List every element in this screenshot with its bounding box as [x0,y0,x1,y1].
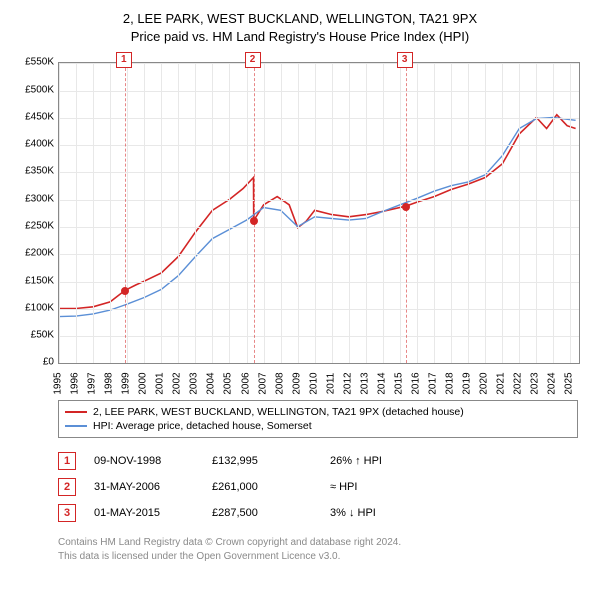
x-axis-label: 1998 [104,373,115,395]
chart: £0 £50K £100K £150K £200K £250K £300K £350K £400… [12,52,588,392]
event-marker-3: 3 [397,52,413,68]
y-axis-label: £200K [10,248,54,259]
event-marker-1: 1 [116,52,132,68]
events-table: 1 09-NOV-1998 £132,995 26% ↑ HPI 2 31-MAY-200… [58,448,578,526]
x-axis-label: 2017 [428,373,439,395]
chart-lines [59,63,579,363]
x-axis-label: 2008 [274,373,285,395]
y-axis-label: £150K [10,275,54,286]
x-axis-label: 2000 [138,373,149,395]
event-date: 09-NOV-1998 [94,455,194,467]
x-axis-label: 2016 [411,373,422,395]
y-axis-label: £450K [10,111,54,122]
event-date: 31-MAY-2006 [94,481,194,493]
event-rel: 26% ↑ HPI [330,455,430,467]
title-line1: 2, LEE PARK, WEST BUCKLAND, WELLINGTON, … [12,10,588,28]
series-hpi [59,118,576,317]
legend: 2, LEE PARK, WEST BUCKLAND, WELLINGTON, … [58,400,578,438]
event-rel: 3% ↓ HPI [330,507,430,519]
event-price: £132,995 [212,455,312,467]
x-axis-label: 2020 [479,373,490,395]
legend-row-hpi: HPI: Average price, detached house, Some… [65,419,571,433]
x-axis-label: 2023 [530,373,541,395]
x-axis-label: 2005 [223,373,234,395]
x-axis-label: 2001 [155,373,166,395]
x-axis-label: 2010 [308,373,319,395]
event-price: £261,000 [212,481,312,493]
x-axis-label: 1997 [87,373,98,395]
y-axis-label: £400K [10,139,54,150]
x-axis-label: 2015 [393,373,404,395]
x-axis-label: 2019 [462,373,473,395]
x-axis-label: 2011 [325,373,336,395]
y-axis-label: £250K [10,221,54,232]
x-axis-label: 1999 [121,373,132,395]
event-price: £287,500 [212,507,312,519]
x-axis-label: 2022 [513,373,524,395]
y-axis-label: £100K [10,302,54,313]
x-axis-label: 2018 [445,373,456,395]
legend-swatch-hpi [65,425,87,427]
x-axis-label: 1995 [53,373,64,395]
x-axis-label: 2004 [206,373,217,395]
y-axis-label: £50K [10,330,54,341]
x-axis-label: 2003 [189,373,200,395]
x-axis-label: 2014 [376,373,387,395]
y-axis-label: £350K [10,166,54,177]
event-date: 01-MAY-2015 [94,507,194,519]
x-axis-label: 1996 [70,373,81,395]
legend-row-price: 2, LEE PARK, WEST BUCKLAND, WELLINGTON, … [65,405,571,419]
y-axis-label: £0 [10,357,54,368]
x-axis-label: 2024 [547,373,558,395]
x-axis-label: 2007 [257,373,268,395]
event-row: 2 31-MAY-2006 £261,000 ≈ HPI [58,474,578,500]
title-line2: Price paid vs. HM Land Registry's House … [12,28,588,46]
chart-title: 2, LEE PARK, WEST BUCKLAND, WELLINGTON, … [12,10,588,46]
x-axis-label: 2002 [172,373,183,395]
event-rel: ≈ HPI [330,481,430,493]
event-point-2 [250,217,258,225]
x-axis-label: 2006 [240,373,251,395]
event-num: 3 [58,504,76,522]
plot-area [58,62,580,364]
footer-line2: This data is licensed under the Open Gov… [58,550,578,564]
x-axis-label: 2012 [342,373,353,395]
footer-line1: Contains HM Land Registry data © Crown c… [58,536,578,550]
y-axis-label: £300K [10,193,54,204]
legend-label-price: 2, LEE PARK, WEST BUCKLAND, WELLINGTON, … [93,406,464,418]
event-row: 3 01-MAY-2015 £287,500 3% ↓ HPI [58,500,578,526]
x-axis-label: 2021 [496,373,507,395]
event-point-3 [402,203,410,211]
y-axis-label: £550K [10,57,54,68]
x-axis-label: 2025 [564,373,575,395]
legend-label-hpi: HPI: Average price, detached house, Some… [93,420,312,432]
y-axis-label: £500K [10,84,54,95]
event-row: 1 09-NOV-1998 £132,995 26% ↑ HPI [58,448,578,474]
legend-swatch-price [65,411,87,413]
event-point-1 [121,287,129,295]
event-marker-2: 2 [245,52,261,68]
event-num: 2 [58,478,76,496]
x-axis-label: 2013 [359,373,370,395]
event-num: 1 [58,452,76,470]
footer: Contains HM Land Registry data © Crown c… [58,536,578,563]
x-axis-label: 2009 [291,373,302,395]
